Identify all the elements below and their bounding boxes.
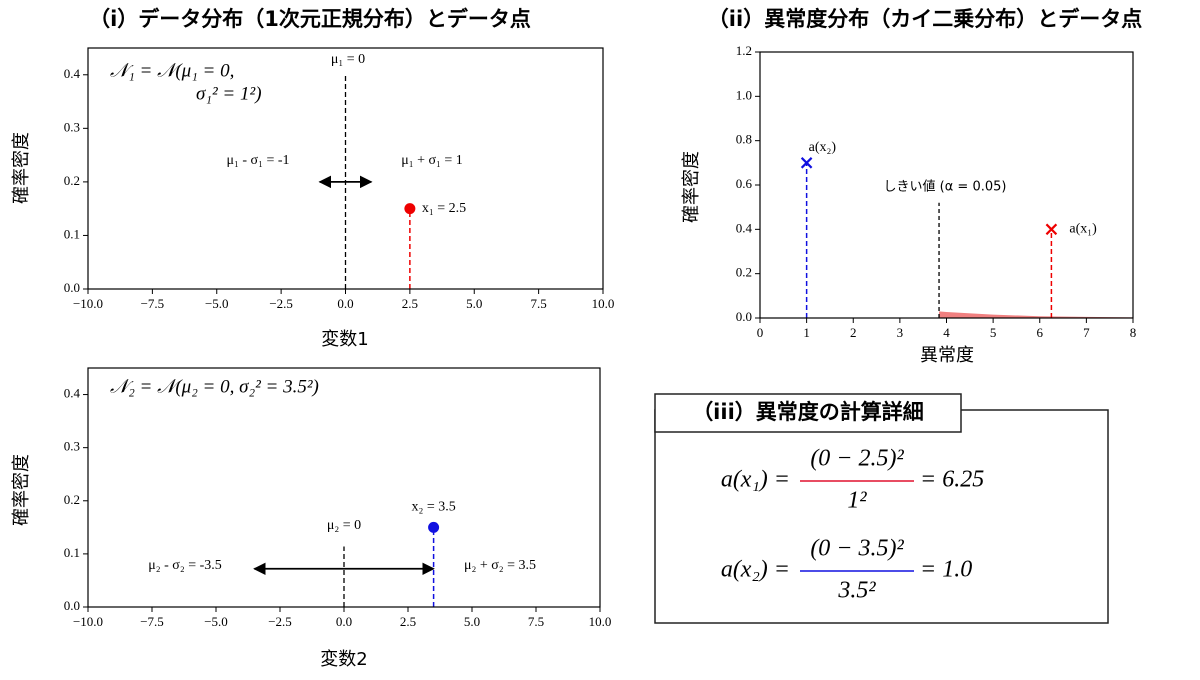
y-tick-label: 1.2 — [736, 43, 752, 58]
x-tick-label: 2 — [850, 325, 857, 340]
x-tick-label: 10.0 — [592, 296, 615, 311]
x-tick-label: 5.0 — [464, 614, 480, 629]
x-tick-label: −5.0 — [205, 296, 229, 311]
equation-result: = 6.25 — [920, 467, 984, 493]
calc-box-title: （iii）異常度の計算詳細 — [692, 400, 924, 424]
distribution-note: 𝒩₂ = 𝒩(μ₂ = 0, σ₂² = 3.5²) — [110, 376, 319, 397]
x-tick-label: −2.5 — [269, 296, 293, 311]
mean-label: μ₁ = 0 — [331, 52, 365, 67]
x-tick-label: 1 — [803, 325, 810, 340]
y-tick-label: 0.3 — [64, 119, 80, 134]
tail-area — [939, 311, 1133, 318]
y-axis-label: 確率密度 — [11, 454, 32, 526]
y-tick-label: 1.0 — [736, 87, 752, 102]
x-tick-label: 0 — [757, 325, 764, 340]
calc-box-tab — [654, 393, 962, 433]
x-tick-label: −10.0 — [73, 296, 103, 311]
x-tick-label: −7.5 — [140, 614, 164, 629]
distribution-note: σ₁² = 1²) — [196, 83, 262, 104]
mean-label: μ₂ = 0 — [327, 518, 361, 533]
equation-numerator: (0 − 3.5)² — [810, 536, 904, 562]
x-tick-label: 7.5 — [528, 614, 544, 629]
equations: a(x₁) = (0 − 2.5)² 1² = 6.25 a(x₂) = (0 − 3.5… — [721, 446, 984, 604]
plot-frame — [759, 51, 1134, 319]
calc-box — [654, 409, 1109, 624]
x-tick-label: −7.5 — [141, 296, 165, 311]
chart-title: （i）データ分布（1次元正規分布）とデータ点 — [89, 7, 531, 31]
y-tick-label: 0.2 — [64, 492, 80, 507]
x-tick-label: 10.0 — [589, 614, 612, 629]
x-tick-label: 5 — [990, 325, 997, 340]
x-tick-label: 7.5 — [531, 296, 547, 311]
y-tick-label: 0.4 — [64, 386, 81, 401]
x-axis-label: 変数2 — [320, 649, 367, 670]
x-tick-label: 0.0 — [336, 614, 352, 629]
equation-lhs: a(x₂) = — [721, 557, 790, 583]
x-tick-label: −2.5 — [268, 614, 292, 629]
point — [1045, 223, 1058, 236]
equation-denominator: 3.5² — [837, 578, 876, 604]
y-tick-label: 0.1 — [64, 545, 80, 560]
y-tick-label: 0.1 — [64, 226, 80, 241]
y-axis-label: 確率密度 — [11, 132, 32, 204]
y-axis-label: 確率密度 — [681, 151, 702, 223]
x-tick-label: −5.0 — [204, 614, 228, 629]
equation-lhs: a(x₁) = — [721, 467, 790, 493]
point — [428, 521, 440, 533]
plot-frame — [87, 47, 604, 290]
x-tick-label: 0.0 — [337, 296, 353, 311]
y-tick-label: 0.0 — [64, 280, 80, 295]
y-tick-label: 0.2 — [64, 173, 80, 188]
point — [800, 157, 813, 169]
y-tick-label: 0.2 — [736, 265, 752, 280]
chart: 変数2 確率密度 −10.0 −7.5 −5.0 −2.5 0.0 2.5 5.0 7.5 10.0… — [11, 367, 612, 670]
x-tick-label: 5.0 — [466, 296, 482, 311]
x-axis-label: 変数1 — [321, 329, 368, 350]
x-axis-label: 異常度 — [920, 345, 974, 366]
equation-numerator: (0 − 2.5)² — [810, 446, 904, 472]
y-tick-label: 0.6 — [736, 176, 753, 191]
point-label: a(x₁) — [1069, 222, 1097, 237]
y-tick-label: 0.0 — [64, 598, 80, 613]
sigma-label: μ₁ - σ₁ = -1 — [226, 153, 289, 168]
point-label: a(x₂) — [809, 140, 837, 155]
threshold-label: しきい値 (α = 0.05) — [884, 179, 1007, 195]
equation-result: = 1.0 — [920, 557, 972, 583]
point-label: x₁ = 2.5 — [422, 201, 466, 216]
y-tick-label: 0.0 — [736, 309, 752, 324]
x-tick-label: 7 — [1083, 325, 1090, 340]
x-tick-label: 6 — [1037, 325, 1044, 340]
chart-title: （ii）異常度分布（カイ二乗分布）とデータ点 — [708, 7, 1142, 31]
sigma-label: μ₂ - σ₂ = -3.5 — [148, 558, 222, 573]
x-tick-label: 8 — [1130, 325, 1137, 340]
x-tick-label: 2.5 — [402, 296, 418, 311]
x-tick-label: −10.0 — [73, 614, 103, 629]
x-tick-label: 4 — [943, 325, 950, 340]
y-tick-label: 0.4 — [64, 66, 81, 81]
x-tick-label: 2.5 — [400, 614, 416, 629]
equation-denominator: 1² — [847, 488, 867, 514]
point — [404, 203, 416, 215]
point-label: x₂ = 3.5 — [411, 500, 455, 515]
distribution-note: 𝒩₁ = 𝒩(μ₁ = 0, — [110, 60, 234, 81]
y-tick-label: 0.3 — [64, 439, 80, 454]
x-tick-label: 3 — [897, 325, 904, 340]
y-tick-label: 0.4 — [736, 220, 753, 235]
sigma-label: μ₁ + σ₁ = 1 — [401, 153, 463, 168]
sigma-label: μ₂ + σ₂ = 3.5 — [464, 558, 536, 573]
plot-frame — [87, 367, 601, 608]
y-tick-label: 0.8 — [736, 132, 752, 147]
